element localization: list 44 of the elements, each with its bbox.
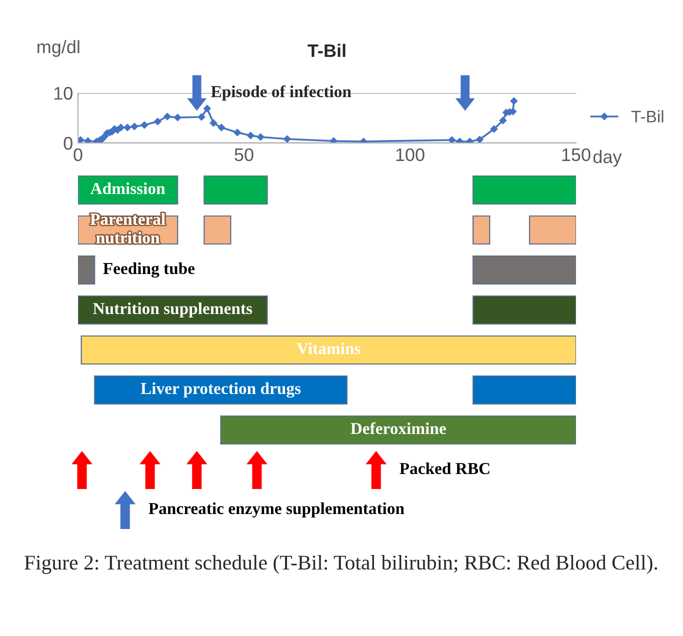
y-tick-label: Admission: [90, 182, 166, 194]
point: [256, 133, 265, 141]
point: [499, 116, 507, 124]
point: [84, 137, 92, 143]
point: [124, 124, 132, 132]
point: [330, 137, 338, 143]
point: [448, 136, 456, 143]
y-axis-title: mg/dl: [38, 40, 80, 57]
x-tick-label: 150: [562, 148, 590, 162]
y-tick-label: Parenteral nutrition: [90, 213, 166, 244]
y-tick-label: Packed RBC: [400, 462, 490, 474]
x-tick-label: 0: [74, 148, 82, 162]
bar: [528, 215, 576, 245]
point: [130, 122, 138, 130]
y-tick-label: Deferoximine: [350, 422, 446, 434]
y-tick-label: Feeding tube: [103, 262, 195, 278]
point: [174, 114, 182, 122]
x-tick-label: 50: [234, 148, 254, 162]
point: [154, 118, 162, 126]
point: [490, 125, 498, 133]
point: [283, 135, 292, 143]
y-tick-label: Liver protection drugs: [140, 382, 301, 398]
bar: [220, 415, 576, 445]
x-tick-label: 100: [396, 148, 424, 162]
point: [198, 113, 206, 121]
x-axis-title: day: [593, 150, 622, 167]
y-tick-label: Nutrition supplements: [93, 302, 252, 318]
point: [210, 119, 218, 127]
legend-label: T-Bil: [631, 110, 664, 122]
point: [233, 128, 242, 136]
point: [510, 97, 518, 105]
caption: Figure 2: Treatment schedule (T-Bil: Total bilirubin; RBC: Red Blood Cell).: [24, 555, 658, 574]
point: [140, 121, 148, 129]
chart-title: T-Bil: [308, 44, 346, 57]
point: [203, 104, 212, 112]
point: [163, 112, 172, 120]
series-label: Episode of infection: [211, 85, 352, 101]
bar: [80, 335, 576, 365]
y-tick-label: 10: [54, 86, 72, 100]
point: [217, 124, 226, 132]
point: [476, 136, 484, 143]
point: [246, 132, 255, 140]
y-tick-label: Pancreatic enzyme supplementation: [148, 502, 404, 518]
y-tick-label: Vitamins: [296, 342, 360, 354]
